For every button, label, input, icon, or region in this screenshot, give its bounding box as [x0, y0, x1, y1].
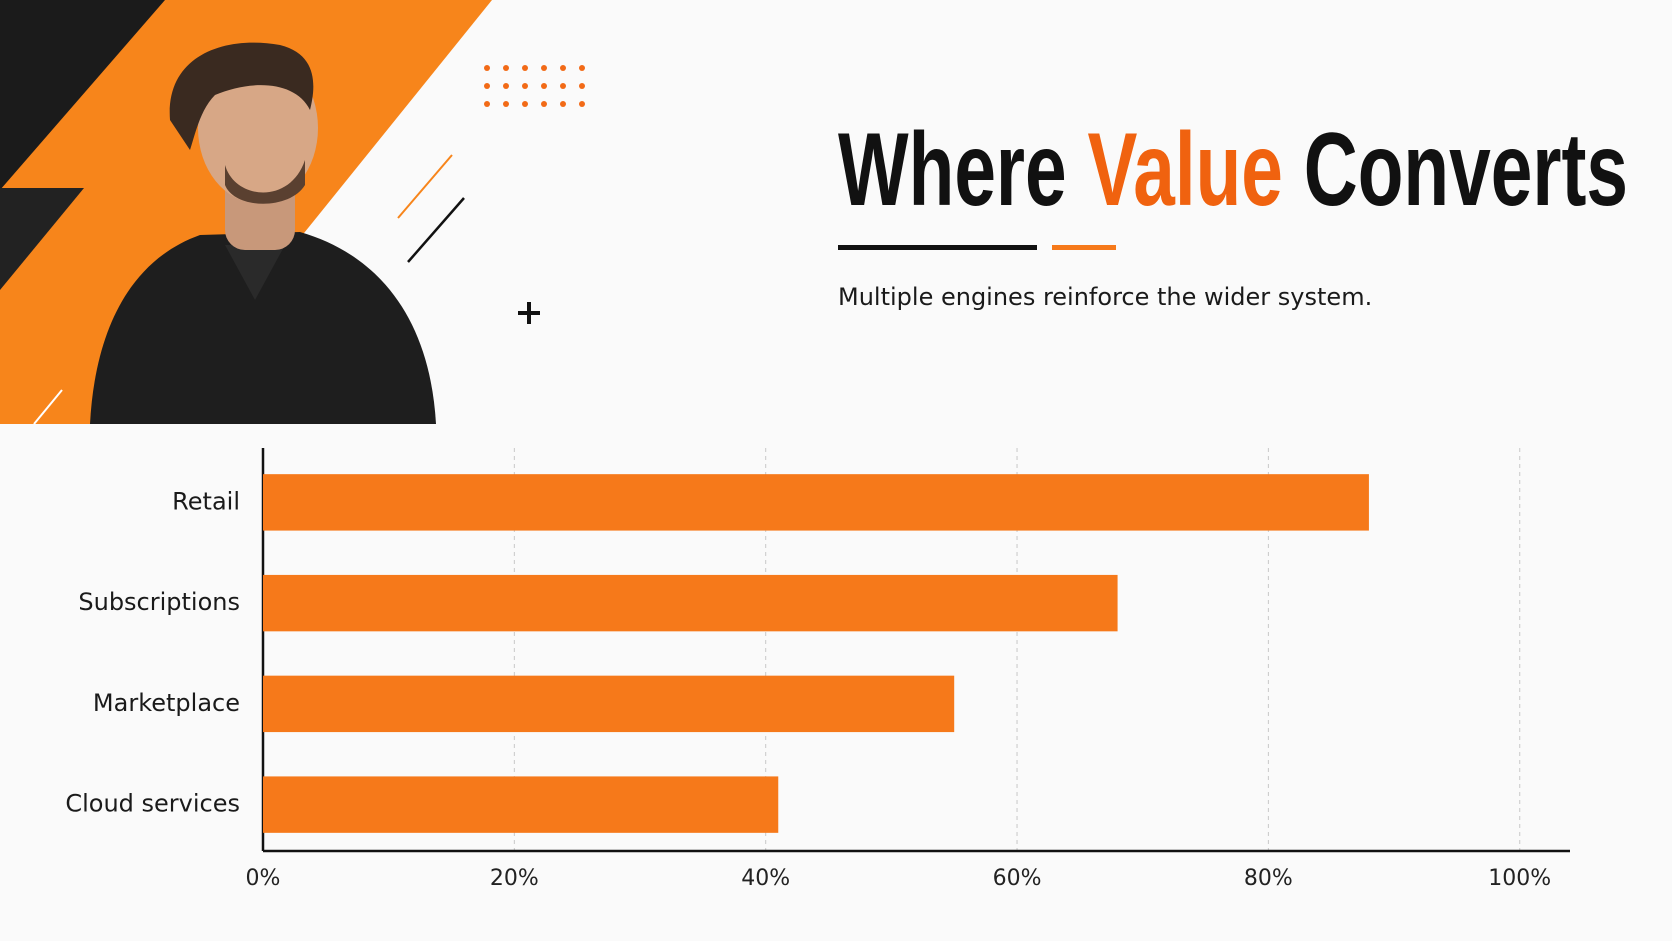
hero-photo	[0, 0, 492, 425]
person-body	[90, 232, 436, 424]
dot	[503, 65, 509, 71]
deco-line	[407, 197, 465, 263]
dot	[541, 65, 547, 71]
y-tick-label: Subscriptions	[78, 588, 240, 616]
dot	[560, 101, 566, 107]
dot	[484, 83, 490, 89]
person-face	[198, 53, 318, 203]
dot	[560, 83, 566, 89]
subtitle: Multiple engines reinforce the wider sys…	[838, 283, 1372, 311]
dot	[503, 101, 509, 107]
x-tick-label: 40%	[741, 866, 790, 891]
dot	[522, 101, 528, 107]
plus-icon	[518, 302, 540, 324]
title-part: Where	[838, 112, 1067, 228]
bar	[263, 675, 955, 733]
bar	[263, 474, 1369, 531]
dot	[541, 83, 547, 89]
title-part: Converts	[1304, 112, 1628, 228]
deco-line	[397, 154, 453, 219]
dot	[579, 65, 585, 71]
title-underline-accent	[1052, 245, 1116, 250]
dot	[484, 101, 490, 107]
title-highlight: Value	[1087, 112, 1282, 228]
dot	[503, 83, 509, 89]
y-tick-label: Retail	[172, 487, 240, 515]
dot	[522, 83, 528, 89]
person-collar	[225, 245, 285, 300]
bar	[263, 776, 779, 833]
person-beard	[225, 160, 305, 204]
x-tick-label: 80%	[1244, 866, 1293, 891]
person-hair	[169, 42, 314, 150]
dot	[560, 65, 566, 71]
dot-grid	[484, 65, 585, 107]
dot	[522, 65, 528, 71]
dot	[484, 65, 490, 71]
y-tick-label: Marketplace	[93, 689, 240, 717]
x-tick-label: 0%	[246, 866, 281, 891]
bar	[263, 574, 1118, 632]
dot	[579, 101, 585, 107]
y-tick-label: Cloud services	[65, 790, 240, 818]
chart-title: Where Value Converts	[838, 112, 1628, 228]
deco-line	[33, 389, 63, 425]
title-underline	[838, 245, 1037, 250]
x-tick-label: 20%	[490, 866, 539, 891]
hatch-block	[0, 188, 84, 290]
dot	[579, 83, 585, 89]
black-corner	[0, 0, 165, 190]
x-tick-label: 60%	[993, 866, 1042, 891]
dot	[541, 101, 547, 107]
x-tick-label: 100%	[1488, 866, 1551, 891]
